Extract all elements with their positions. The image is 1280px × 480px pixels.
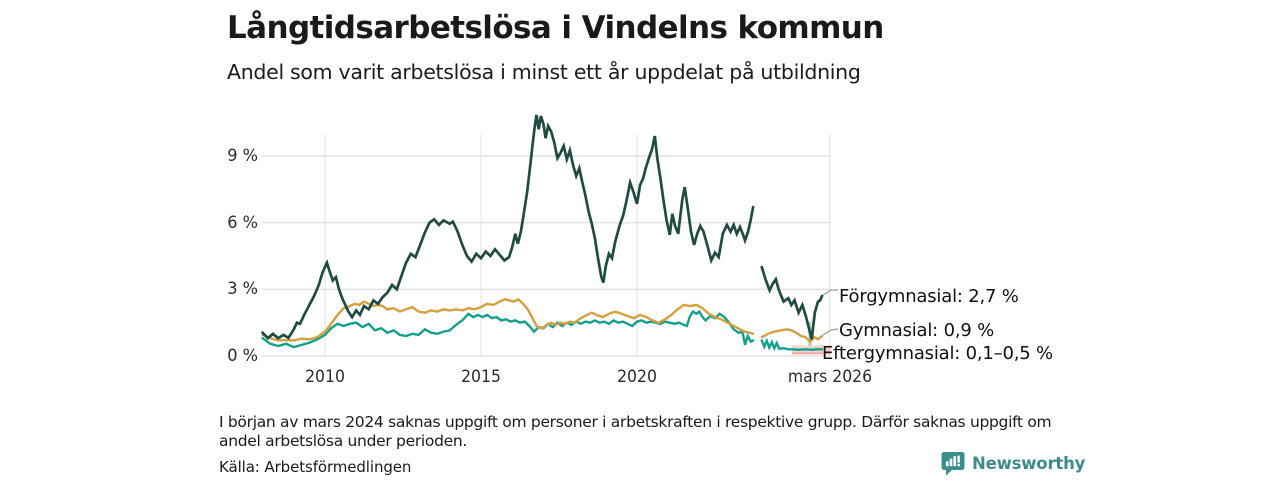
y-tick-label: 9 % xyxy=(227,146,258,166)
newsworthy-logo-icon xyxy=(941,452,965,476)
chart-title: Långtidsarbetslösa i Vindelns kommun xyxy=(227,10,884,46)
chart-subtitle: Andel som varit arbetslösa i minst ett å… xyxy=(227,60,861,84)
series-line-gymnasial xyxy=(261,297,755,342)
y-tick-label: 6 % xyxy=(227,212,258,233)
end-label-gymnasial: Gymnasial: 0,9 % xyxy=(839,320,995,341)
x-tick-label: 2020 xyxy=(617,367,657,387)
footnote: I början av mars 2024 saknas uppgift om … xyxy=(219,413,1052,451)
end-label-connector xyxy=(822,289,838,296)
x-tick-label: 2015 xyxy=(461,367,501,387)
footnote-line-2: andel arbetslösa under perioden. xyxy=(219,432,468,450)
series-line-förgymnasial xyxy=(760,265,824,340)
footnote-line-1: I början av mars 2024 saknas uppgift om … xyxy=(219,413,1052,431)
x-tick-label: 2010 xyxy=(305,367,345,387)
y-tick-label: 3 % xyxy=(227,279,258,300)
y-tick-label: 0 % xyxy=(227,346,258,366)
brand-name: Newsworthy xyxy=(972,454,1086,473)
series-line-förgymnasial xyxy=(261,114,755,341)
end-label-forgymnasial: Förgymnasial: 2,7 % xyxy=(839,286,1019,307)
source-note: Källa: Arbetsförmedlingen xyxy=(219,458,412,476)
x-tick-label: mars 2026 xyxy=(787,367,872,387)
brand-logo: Newsworthy xyxy=(941,451,1085,476)
end-label-connector xyxy=(822,328,839,336)
series-line-eftergymnasial xyxy=(760,337,824,352)
series-line-gymnasial xyxy=(760,328,824,344)
end-label-eftergymnasial: Eftergymnasial: 0,1–0,5 % xyxy=(822,343,1053,364)
